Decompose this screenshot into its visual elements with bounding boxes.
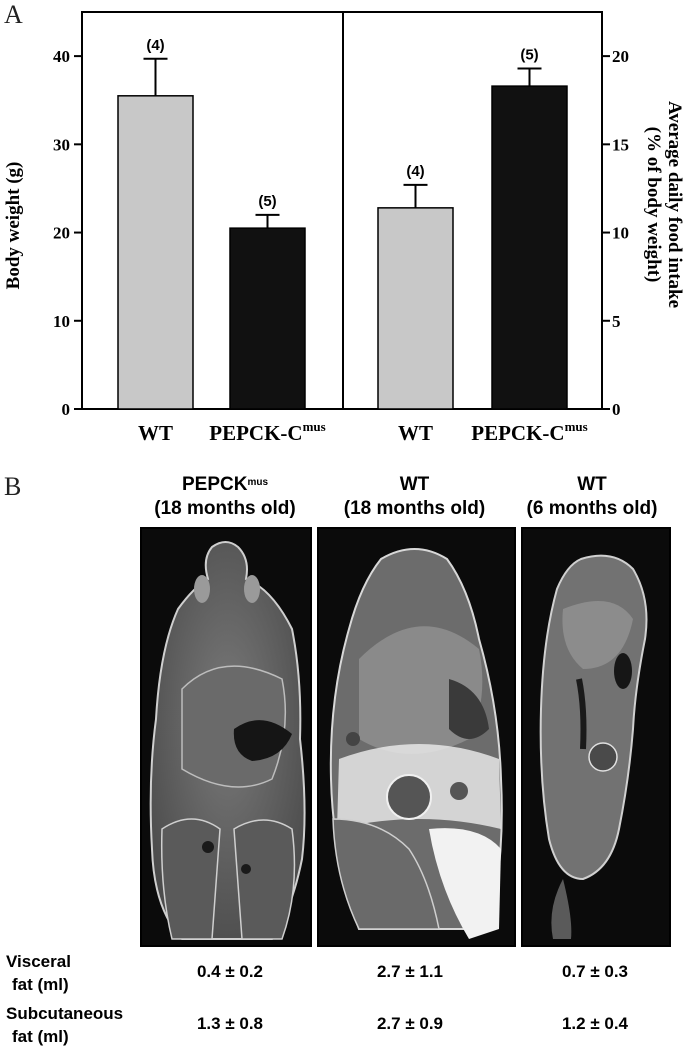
bar [491, 85, 568, 410]
n-label: (4) [406, 163, 424, 180]
n-label: (4) [146, 37, 164, 54]
y-tick-label: 10 [53, 312, 70, 331]
subcutaneous-value-wt-18: 2.7 ± 0.9 [376, 1014, 444, 1033]
y-axis-label: Average daily food intake [664, 101, 685, 308]
y-tick-label: 5 [612, 312, 621, 331]
y-tick-label: 15 [612, 135, 629, 154]
x-category-label: WT [138, 421, 173, 445]
panel-a-letter: A [4, 0, 23, 29]
column-title-sup: mus [247, 477, 269, 488]
visceral-value-wt-18: 2.7 ± 1.1 [376, 962, 444, 981]
y-tick-label: 30 [53, 135, 70, 154]
bar-chart-panel-a: 0 10 20 30 40 (4) WT (5) PEPCK-Cmus Body weight (… [3, 11, 685, 445]
subcutaneous-fat-label: Subcutaneous fat (ml) [6, 1002, 123, 1048]
panel-b-letter: B [4, 472, 22, 501]
subcutaneous-value-pepck: 1.3 ± 0.8 [196, 1014, 264, 1033]
y-tick-label: 20 [612, 47, 629, 66]
column-title: PEPCK [181, 474, 248, 495]
visceral-value-pepck: 0.4 ± 0.2 [196, 962, 264, 981]
n-label: (5) [258, 193, 276, 210]
subcutaneous-value-wt-6: 1.2 ± 0.4 [561, 1014, 629, 1033]
column-title: WT [577, 474, 607, 495]
x-category-label: WT [398, 421, 433, 445]
y-tick-label: 0 [612, 400, 621, 419]
bar [377, 207, 454, 410]
x-category-label: PEPCK-Cmus [209, 419, 325, 445]
y-axis-label: Body weight (g) [3, 162, 24, 290]
row-label-line: fat (ml) [12, 975, 69, 994]
y-axis-label-line2: (% of body weight) [643, 127, 664, 283]
mri-scan-wt-18 [317, 527, 516, 947]
plot-frame [342, 11, 603, 410]
column-heading-wt-6: WT (6 months old) [517, 473, 667, 521]
n-label: (5) [520, 46, 538, 63]
bar [117, 95, 194, 410]
visceral-value-wt-6: 0.7 ± 0.3 [561, 962, 629, 981]
column-heading-pepck: PEPCKmus (18 months old) [140, 473, 310, 521]
y-tick-label: 0 [62, 400, 71, 419]
column-subtitle: (18 months old) [343, 498, 486, 519]
column-subtitle: (6 months old) [526, 498, 658, 519]
column-subtitle: (18 months old) [154, 498, 296, 519]
row-label-line: Visceral [6, 952, 71, 971]
mri-scan-pepck [140, 527, 312, 947]
column-title: WT [399, 474, 430, 495]
row-label-line: Subcutaneous [6, 1004, 124, 1023]
y-tick-label: 40 [53, 47, 70, 66]
x-category-label: PEPCK-Cmus [471, 419, 587, 445]
visceral-fat-label: Visceral fat (ml) [6, 950, 71, 996]
column-heading-wt-18: WT (18 months old) [317, 473, 512, 521]
bar [229, 227, 306, 410]
row-label-line: fat (ml) [12, 1027, 69, 1046]
y-tick-label: 20 [53, 224, 70, 243]
y-tick-label: 10 [612, 224, 629, 243]
mri-scan-wt-6 [521, 527, 671, 947]
